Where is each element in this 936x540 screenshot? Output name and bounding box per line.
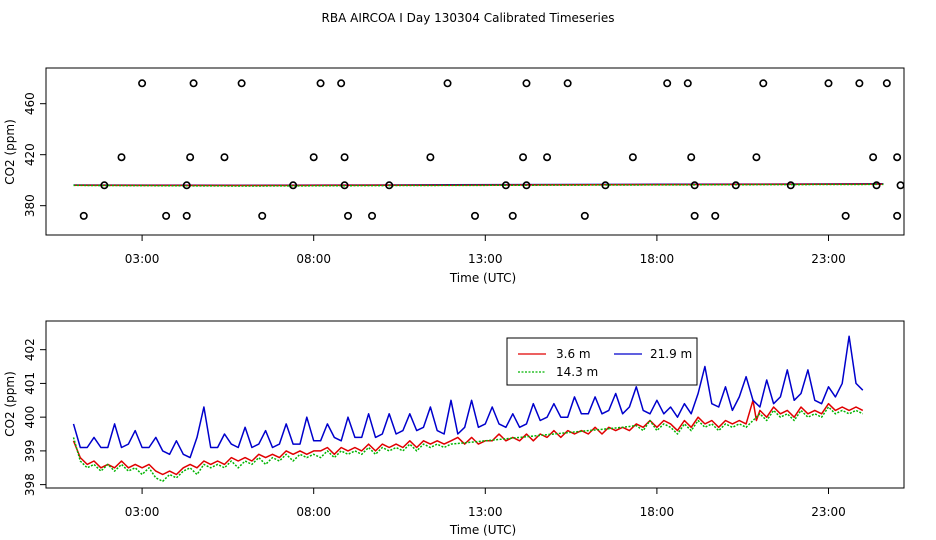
- co2-all-levels-panel: 380 420 460 03:00 08:00 13:00 18:00 23:00 Time…: [3, 67, 905, 285]
- legend-box: [506, 337, 698, 386]
- data-point: [385, 181, 394, 190]
- data-point: [501, 181, 510, 190]
- data-point: [100, 181, 109, 190]
- data-point: [79, 211, 88, 220]
- data-point: [443, 79, 452, 88]
- data-point: [687, 153, 696, 162]
- panel-top-lines: [73, 183, 884, 187]
- data-point: [663, 79, 672, 88]
- data-point: [731, 181, 740, 190]
- data-point: [786, 181, 795, 190]
- co2-by-height-panel: 398 399 400 401 402 03:00 08:00 13:00 18:00 23:0…: [3, 320, 905, 537]
- data-point: [258, 211, 267, 220]
- y-tick-label: 420: [23, 143, 37, 166]
- data-point: [869, 153, 878, 162]
- data-point: [344, 211, 353, 220]
- data-point: [289, 181, 298, 190]
- data-point: [470, 211, 479, 220]
- x-tick-label: 23:00: [811, 505, 846, 519]
- data-point: [519, 153, 528, 162]
- data-point: [182, 181, 191, 190]
- panel-top-frame: [45, 67, 905, 236]
- y-tick-label: 402: [23, 338, 37, 361]
- data-point: [601, 181, 610, 190]
- panel-top-x-label: Time (UTC): [449, 271, 516, 285]
- panel-top-y-label: CO2 (ppm): [3, 119, 17, 185]
- x-tick-label: 03:00: [125, 252, 160, 266]
- y-tick-label: 460: [23, 92, 37, 115]
- data-point: [522, 79, 531, 88]
- data-point: [882, 79, 891, 88]
- data-point: [162, 211, 171, 220]
- y-tick-label: 380: [23, 194, 37, 217]
- x-tick-label: 18:00: [640, 505, 675, 519]
- legend: 3.6 m 14.3 m 21.9 m: [506, 337, 698, 386]
- figure-title: RBA AIRCOA I Day 130304 Calibrated Times…: [322, 11, 615, 25]
- y-tick-label: 399: [23, 439, 37, 462]
- data-point: [872, 181, 881, 190]
- panel-top-x-axis: 03:00 08:00 13:00 18:00 23:00: [125, 235, 846, 266]
- legend-label-14-3m: 14.3 m: [556, 365, 598, 379]
- data-point: [841, 211, 850, 220]
- panel-bottom-y-axis: 398 399 400 401 402: [23, 338, 46, 496]
- x-tick-label: 03:00: [125, 505, 160, 519]
- data-point: [893, 153, 902, 162]
- data-point: [896, 181, 905, 190]
- data-point: [683, 79, 692, 88]
- data-point: [580, 211, 589, 220]
- y-tick-label: 398: [23, 473, 37, 496]
- data-point: [690, 211, 699, 220]
- data-point: [508, 211, 517, 220]
- data-point: [309, 153, 318, 162]
- y-tick-label: 400: [23, 406, 37, 429]
- panel-bottom-lines: [72, 335, 864, 483]
- x-tick-label: 08:00: [296, 505, 331, 519]
- x-tick-label: 08:00: [296, 252, 331, 266]
- data-point: [186, 153, 195, 162]
- y-tick-label: 401: [23, 372, 37, 395]
- data-point: [368, 211, 377, 220]
- panel-bottom-x-label: Time (UTC): [449, 523, 516, 537]
- x-tick-label: 13:00: [468, 505, 503, 519]
- data-point: [138, 79, 147, 88]
- data-point: [340, 153, 349, 162]
- x-tick-label: 13:00: [468, 252, 503, 266]
- data-point: [628, 153, 637, 162]
- data-point: [752, 153, 761, 162]
- panel-bottom-frame: [45, 320, 905, 489]
- panel-top-points: [79, 79, 905, 220]
- data-point: [522, 181, 531, 190]
- data-point: [563, 79, 572, 88]
- panel-bottom-y-label: CO2 (ppm): [3, 371, 17, 437]
- data-point: [543, 153, 552, 162]
- x-tick-label: 18:00: [640, 252, 675, 266]
- data-point: [711, 211, 720, 220]
- data-point: [690, 181, 699, 190]
- data-point: [189, 79, 198, 88]
- data-point: [337, 79, 346, 88]
- data-point: [824, 79, 833, 88]
- data-point: [237, 79, 246, 88]
- data-point: [340, 181, 349, 190]
- data-point: [759, 79, 768, 88]
- data-point: [182, 211, 191, 220]
- series-line-21-9-m: [72, 335, 864, 459]
- legend-label-3-6m: 3.6 m: [556, 347, 591, 361]
- data-point: [426, 153, 435, 162]
- data-point: [220, 153, 229, 162]
- data-point: [117, 153, 126, 162]
- series-line-3-6-m: [72, 399, 864, 476]
- data-point: [855, 79, 864, 88]
- panel-top-y-axis: 380 420 460: [23, 92, 46, 217]
- panel-bottom-x-axis: 03:00 08:00 13:00 18:00 23:00: [125, 488, 846, 519]
- series-line-14-3-m: [72, 406, 864, 483]
- legend-label-21-9m: 21.9 m: [650, 347, 692, 361]
- data-point: [316, 79, 325, 88]
- data-point: [893, 211, 902, 220]
- x-tick-label: 23:00: [811, 252, 846, 266]
